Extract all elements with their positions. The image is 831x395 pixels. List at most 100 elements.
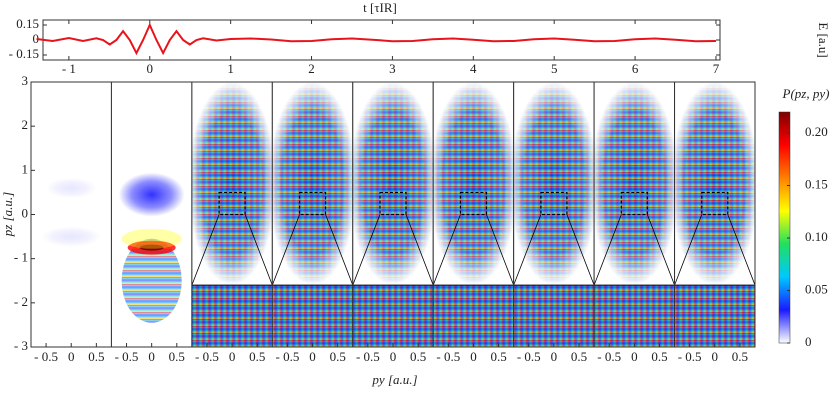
zoom-line <box>352 214 381 286</box>
colorbar-tick-label: 0.05 <box>805 281 828 296</box>
inset-cross <box>191 285 273 347</box>
y-tick-label: 3 <box>22 73 29 88</box>
zoom-line <box>513 214 542 286</box>
heatmap-panel <box>272 82 353 347</box>
heatmap-panel <box>594 82 675 347</box>
x-tick-label: 2 <box>308 61 315 76</box>
zoom-box <box>540 191 568 216</box>
hot-band <box>139 244 164 251</box>
x-tick-label: - 0.5 <box>517 349 541 364</box>
x-tick-label: 3 <box>389 61 396 76</box>
e-axis-label: E [a.u] <box>816 22 831 57</box>
zoom-line <box>727 214 755 286</box>
x-tick-label: - 0.5 <box>436 349 460 364</box>
x-tick-label: - 0.5 <box>195 349 219 364</box>
heatmap-panel <box>352 82 434 347</box>
y-tick-label: - 3 <box>14 338 28 353</box>
x-tick-label: 6 <box>632 61 639 76</box>
x-tick-label: 0.5 <box>490 349 506 364</box>
x-tick-label: 0 <box>148 349 155 364</box>
heatmap-panel <box>513 82 595 347</box>
y-tick-label: 1 <box>22 161 29 176</box>
zoom-line <box>674 214 703 286</box>
x-tick-label: 0 <box>551 349 558 364</box>
x-tick-label: 0 <box>147 61 154 76</box>
zoom-line <box>244 214 273 286</box>
x-tick-label: 0.5 <box>651 349 667 364</box>
x-tick-label: 7 <box>713 61 720 76</box>
y-tick-label: - 2 <box>14 294 28 309</box>
x-tick-label: 0 <box>390 349 397 364</box>
x-tick-label: - 0.5 <box>678 349 702 364</box>
x-tick-label: 0 <box>68 349 75 364</box>
zoom-line <box>191 214 220 286</box>
colorbar-tick-label: 0.10 <box>805 229 828 244</box>
x-tick-label: 4 <box>470 61 477 76</box>
lobe-stripes <box>121 238 182 323</box>
x-tick-label: - 0.5 <box>356 349 380 364</box>
zoom-box <box>620 191 648 216</box>
heatmap-panel <box>111 82 192 347</box>
colorbar-tick-label: 0.20 <box>805 124 828 139</box>
x-tick-label: 0.5 <box>249 349 265 364</box>
x-tick-label: - 0.5 <box>275 349 299 364</box>
zoom-line <box>594 214 622 286</box>
x-tick-label: - 0.5 <box>115 349 139 364</box>
heatmap-panel <box>31 82 112 347</box>
top-title: t [τIR] <box>363 0 397 15</box>
y-tick-label: - 0.15 <box>9 46 39 61</box>
heatmap-panel <box>433 82 514 347</box>
y-tick-label: 0 <box>33 31 40 46</box>
zoom-box <box>379 191 407 216</box>
pz-axis-label: pz [a.u.] <box>0 192 15 237</box>
faint-lobe <box>41 226 102 247</box>
inset-cross <box>433 285 514 347</box>
x-tick-label: 0.5 <box>169 349 185 364</box>
x-tick-label: 0 <box>309 349 316 364</box>
inset-cross <box>513 285 595 347</box>
lobe <box>118 172 185 217</box>
py-axis-label: py [a.u.] <box>371 372 417 387</box>
zoom-line <box>405 214 434 286</box>
y-tick-label: 0.15 <box>16 16 39 31</box>
halo <box>121 228 182 249</box>
heatmap-panel <box>674 82 755 347</box>
zoom-box <box>298 191 327 216</box>
zoom-box <box>459 191 488 216</box>
colorbar-tick-label: 0 <box>805 334 812 349</box>
inset-cross <box>352 285 434 347</box>
colorbar-label: P(pz, py) <box>782 86 830 101</box>
y-tick-label: - 1 <box>14 250 28 265</box>
zoom-line <box>566 214 595 286</box>
panel-bg <box>31 82 112 347</box>
inset-cross <box>272 285 353 347</box>
colorbar <box>778 111 791 344</box>
y-tick-label: 2 <box>22 117 29 132</box>
x-tick-label: 0 <box>229 349 236 364</box>
heatmap-panel <box>191 82 273 347</box>
zoom-line <box>272 214 300 286</box>
zoom-line <box>433 214 461 286</box>
zoom-line <box>486 214 514 286</box>
x-tick-label: - 0.5 <box>597 349 621 364</box>
faint-lobe <box>46 178 97 198</box>
x-tick-label: 0.5 <box>88 349 104 364</box>
e-field-line <box>36 22 716 56</box>
x-tick-label: 5 <box>551 61 558 76</box>
x-tick-label: - 0.5 <box>34 349 58 364</box>
colorbar-tick-label: 0.15 <box>805 176 828 191</box>
x-tick-label: 0 <box>470 349 477 364</box>
x-tick-label: 0 <box>631 349 638 364</box>
zoom-line <box>646 214 675 286</box>
inset-cross <box>674 285 755 347</box>
x-tick-label: 0.5 <box>732 349 748 364</box>
x-tick-label: 1 <box>227 61 234 76</box>
x-tick-label: 0 <box>712 349 719 364</box>
y-tick-label: 0 <box>22 205 29 220</box>
zoom-box <box>701 191 729 216</box>
x-tick-label: 0.5 <box>571 349 587 364</box>
inset-cross <box>594 285 675 347</box>
zoom-line <box>325 214 353 286</box>
zoom-box <box>218 191 246 216</box>
